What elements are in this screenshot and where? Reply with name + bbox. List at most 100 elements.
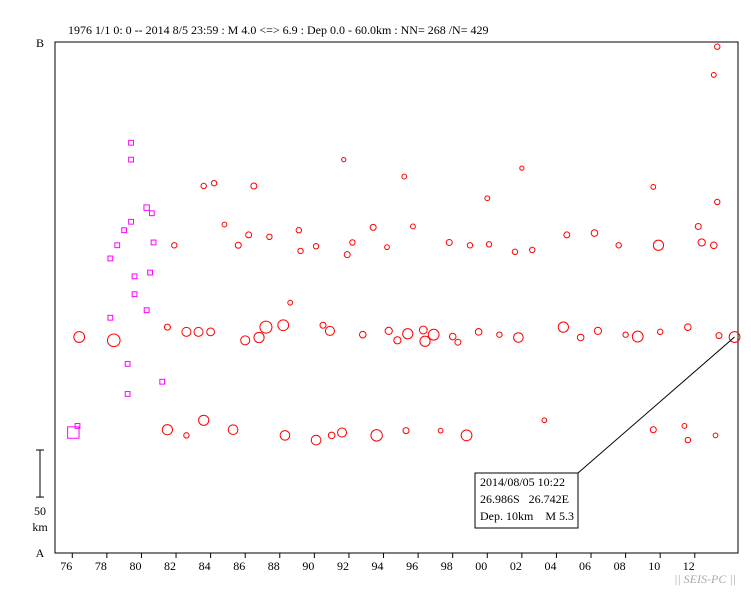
event-circle (694, 222, 702, 230)
event-square (107, 255, 114, 262)
event-square (124, 391, 131, 397)
event-circle (245, 231, 253, 239)
x-tick-label: 10 (648, 559, 660, 573)
event-square (128, 156, 134, 163)
event-circle (402, 328, 414, 340)
event-circle (728, 331, 741, 343)
event-circle (358, 330, 367, 339)
event-circle (279, 430, 291, 441)
callout-box (474, 472, 579, 529)
event-circle (615, 242, 622, 249)
event-circle (193, 326, 204, 337)
event-circle (200, 182, 207, 190)
event-circle (496, 331, 503, 338)
event-circle (259, 320, 273, 334)
event-circle (349, 239, 356, 246)
event-square (124, 360, 131, 367)
x-tick-label: 78 (95, 559, 107, 573)
event-circle (295, 227, 303, 234)
event-circle (384, 326, 393, 336)
event-circle (310, 434, 322, 446)
x-tick-label: 80 (129, 559, 141, 573)
event-circle (652, 239, 665, 251)
event-circle (418, 325, 428, 335)
event-circle (576, 333, 585, 342)
event-circle (312, 243, 320, 250)
event-square (74, 423, 81, 429)
callout-line: 2014/08/05 10:22 (480, 475, 565, 489)
event-circle (327, 431, 336, 440)
event-square (147, 269, 154, 276)
event-circle (466, 242, 474, 249)
event-circle (419, 335, 431, 347)
event-circle (319, 321, 327, 329)
event-circle (277, 319, 290, 332)
event-circle (221, 221, 228, 228)
event-square (128, 218, 134, 225)
event-square (131, 273, 138, 280)
footer: || SEIS-PC || (674, 572, 736, 586)
event-circle (529, 246, 536, 254)
event-square (107, 314, 114, 321)
event-circle (234, 241, 242, 249)
event-circle (557, 321, 569, 333)
event-circle (337, 427, 348, 438)
event-circle (227, 424, 239, 436)
event-circle (712, 432, 719, 439)
callout-leader (577, 336, 735, 474)
x-tick-label: 98 (441, 559, 453, 573)
event-circle (250, 182, 258, 190)
event-circle (448, 332, 457, 341)
event-circle (650, 184, 657, 190)
callout-line: Dep. 10km M 5.3 (480, 509, 574, 523)
event-circle (161, 424, 173, 436)
x-tick-label: 06 (579, 559, 591, 573)
callout-line: 26.986S 26.742E (480, 492, 569, 506)
event-circle (454, 338, 462, 346)
event-square (148, 210, 155, 217)
header: 1976 1/1 0: 0 -- 2014 8/5 23:59 : M 4.0 … (68, 23, 489, 37)
event-circle (240, 335, 251, 346)
event-circle (590, 229, 599, 237)
x-tick-label: 86 (233, 559, 245, 573)
event-circle (73, 331, 86, 343)
event-circle (343, 251, 351, 259)
event-circle (266, 233, 273, 241)
scale-label: 50 (34, 504, 46, 518)
event-circle (369, 223, 377, 231)
event-circle (681, 423, 688, 429)
event-circle (684, 323, 692, 331)
event-square (143, 204, 150, 211)
event-circle (410, 223, 416, 230)
event-circle (106, 333, 121, 348)
event-circle (563, 231, 571, 239)
scale-unit: km (32, 520, 48, 534)
event-circle (341, 157, 347, 163)
event-square (114, 242, 121, 249)
event-circle (709, 241, 718, 250)
event-circle (593, 326, 603, 336)
event-circle (485, 241, 493, 248)
x-tick-label: 08 (614, 559, 626, 573)
event-circle (474, 328, 483, 336)
event-circle (684, 436, 692, 444)
event-circle (541, 417, 548, 424)
event-circle (715, 332, 723, 340)
event-circle (631, 330, 644, 343)
event-circle (697, 238, 706, 247)
top-label: B (36, 36, 44, 50)
event-circle (206, 327, 216, 337)
event-circle (714, 43, 721, 50)
x-tick-label: 76 (60, 559, 72, 573)
event-circle (460, 429, 473, 442)
event-circle (445, 238, 453, 246)
event-circle (370, 429, 383, 442)
x-tick-label: 82 (164, 559, 176, 573)
x-tick-label: 90 (302, 559, 314, 573)
event-circle (519, 165, 525, 171)
event-circle (163, 323, 171, 331)
event-circle (384, 244, 390, 251)
x-tick-label: 92 (337, 559, 349, 573)
x-tick-label: 88 (268, 559, 280, 573)
